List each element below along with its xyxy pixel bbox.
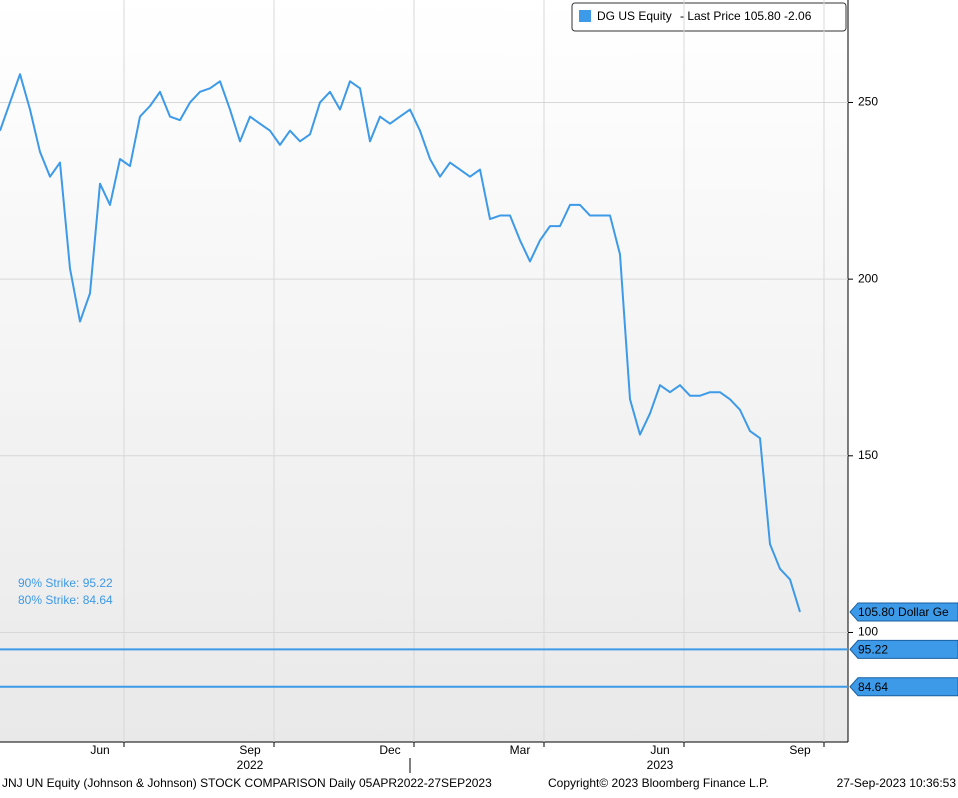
x-group-label: 2023 (647, 758, 674, 772)
legend-detail: - Last Price 105.80 -2.06 (680, 9, 812, 23)
x-tick-label: Mar (510, 743, 531, 757)
legend: DG US Equity - Last Price 105.80 -2.06 (571, 2, 847, 32)
x-group-label: 2022 (237, 758, 264, 772)
annotation: 80% Strike: 84.64 (18, 593, 113, 607)
legend-label: DG US Equity (597, 9, 672, 23)
x-tick-label: Sep (789, 743, 811, 757)
value-tag (849, 602, 958, 622)
x-tick-label: Jun (650, 743, 669, 757)
y-tick-label: 150 (858, 448, 878, 462)
annotation: 90% Strike: 95.22 (18, 576, 113, 590)
value-tag (849, 639, 958, 659)
x-tick-label: Jun (90, 743, 109, 757)
value-tag (849, 677, 958, 697)
y-tick-label: 100 (858, 625, 878, 639)
y-tick-label: 250 (858, 95, 878, 109)
legend-swatch (579, 10, 591, 22)
legend-box (571, 2, 847, 32)
value-tag-label: 84.64 (858, 680, 888, 694)
value-tag-label: 105.80 Dollar Ge (858, 605, 949, 619)
footer-time: 27-Sep-2023 10:36:53 (837, 776, 957, 790)
price-line (0, 73, 801, 613)
footer-left: JNJ UN Equity (Johnson & Johnson) STOCK … (2, 776, 492, 790)
y-tick-label: 200 (858, 271, 878, 285)
x-tick-label: Sep (239, 743, 261, 757)
value-tag-label: 95.22 (858, 643, 888, 657)
footer-copyright: Copyright© 2023 Bloomberg Finance L.P. (548, 776, 769, 790)
plot-area (0, 0, 848, 742)
x-tick-label: Dec (379, 743, 400, 757)
